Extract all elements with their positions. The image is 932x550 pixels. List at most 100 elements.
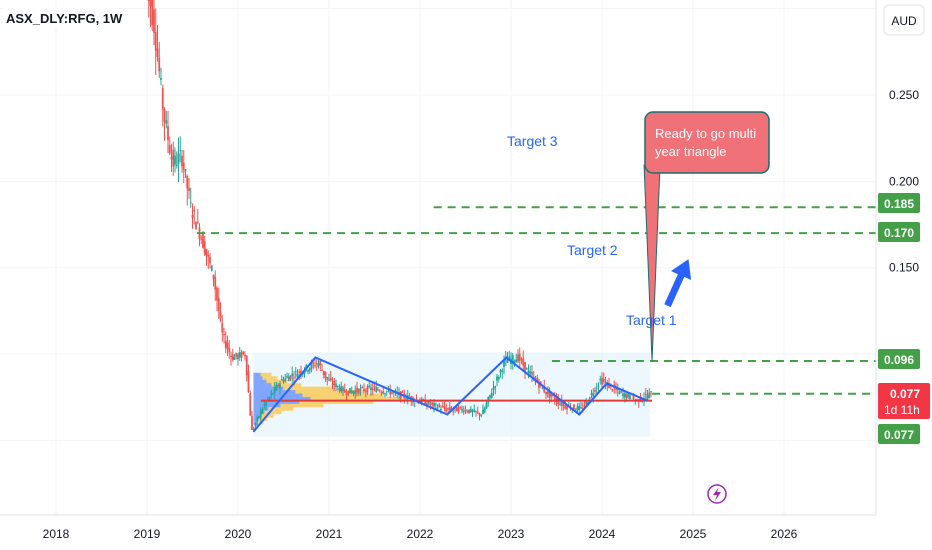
candle-body-up xyxy=(385,391,388,393)
bar-countdown-text: 1d 11h xyxy=(884,403,920,417)
candle-body-up xyxy=(307,370,309,372)
candle-body-down xyxy=(401,392,404,394)
candle-body-up xyxy=(506,360,509,363)
candle-body-down xyxy=(361,386,364,388)
candle-body-down xyxy=(161,87,164,110)
candle-body-down xyxy=(583,405,586,407)
candle-body-up xyxy=(546,391,549,394)
volume-profile-bar-up xyxy=(253,379,267,384)
candle-body-down xyxy=(363,388,365,392)
candle-body-up xyxy=(280,379,283,381)
price-scale[interactable]: 0.250 0.200 0.150 AUD 0.185 0.170 0.096 0.… xyxy=(875,0,930,515)
last-price-tag: 0.077 1d 11h xyxy=(878,383,930,419)
candle-body-up xyxy=(483,407,486,413)
currency-button[interactable]: AUD xyxy=(883,4,925,36)
candle-body-down xyxy=(447,408,449,410)
volume-profile-bar-down xyxy=(268,407,294,411)
candle-body-down xyxy=(167,126,169,141)
candle-body-down xyxy=(331,383,334,385)
price-tag-170-bg xyxy=(878,222,920,242)
lightning-icon xyxy=(713,487,721,501)
candle-body-down xyxy=(153,9,155,33)
callout: Ready to go multi year triangle xyxy=(643,111,770,361)
candle-body-up xyxy=(354,390,357,395)
candle-body-up xyxy=(287,376,290,382)
volume-profile-bar-down xyxy=(283,386,334,391)
candle-body-up xyxy=(368,385,371,387)
candle-body-down xyxy=(242,351,245,354)
candle-body-up xyxy=(499,370,502,373)
candle-body-up xyxy=(616,388,619,391)
event-flash-icon[interactable] xyxy=(707,484,727,504)
target-levels xyxy=(197,206,876,395)
candle-body-down xyxy=(548,390,551,398)
candle-body-down xyxy=(468,409,470,413)
target-1-label: Target 1 xyxy=(626,312,677,328)
candle-body-down xyxy=(172,149,175,167)
candle-body-down xyxy=(168,145,171,154)
candle-body-up xyxy=(273,387,276,394)
y-tick-label: 0.150 xyxy=(889,261,919,275)
price-tag-185: 0.185 xyxy=(878,193,920,213)
candle-body-down xyxy=(431,402,434,404)
candle-body-up xyxy=(618,391,621,394)
candle-body-down xyxy=(249,393,252,416)
candle-body-up xyxy=(184,169,187,172)
volume-profile-bar-down xyxy=(310,396,404,401)
candle-body-up xyxy=(303,371,306,374)
x-tick-label: 2020 xyxy=(225,527,252,541)
volume-profile-bar-up xyxy=(253,410,265,415)
candle-body-down xyxy=(200,238,203,240)
candle-body-up xyxy=(629,395,631,399)
candle-body-down xyxy=(356,387,358,392)
candle-body-up xyxy=(511,355,514,362)
candle-body-down xyxy=(188,188,190,191)
candle-body-down xyxy=(382,391,385,394)
candle-body-down xyxy=(518,353,521,361)
candle-body-up xyxy=(270,393,273,396)
price-tag-185-bg xyxy=(878,193,920,213)
candle-body-down xyxy=(205,248,208,256)
candle-body-down xyxy=(517,354,519,362)
candle-body-up xyxy=(515,359,518,363)
candle-body-up xyxy=(335,383,337,387)
candle-body-down xyxy=(522,358,525,366)
candle-body-down xyxy=(195,222,197,230)
volume-profile-bar-up xyxy=(253,372,261,377)
price-tag-support-text: 0.077 xyxy=(884,428,914,442)
candle-body-down xyxy=(223,334,225,336)
candle-body-up xyxy=(440,409,442,411)
y-tick-label: 0.200 xyxy=(889,174,919,188)
candle-body-down xyxy=(602,378,605,382)
candle-body-down xyxy=(240,352,243,358)
candle-body-down xyxy=(536,377,539,383)
candle-body-up xyxy=(286,376,288,378)
candle-body-up xyxy=(165,120,168,124)
candle-body-up xyxy=(578,406,581,411)
price-tag-170-text: 0.170 xyxy=(884,226,914,240)
callout-line-2: year triangle xyxy=(655,144,727,159)
candle-body-up xyxy=(254,423,257,427)
candle-body-down xyxy=(202,233,204,249)
candle-body-down xyxy=(611,389,614,391)
x-tick-label: 2025 xyxy=(680,527,707,541)
candle-body-down xyxy=(212,274,215,279)
candle-body-down xyxy=(545,391,547,395)
volume-profile-bar-up xyxy=(253,386,284,391)
candle-body-up xyxy=(328,379,330,381)
chart-header: ASX_DLY:RFG, 1W xyxy=(3,8,123,28)
candle-body-down xyxy=(182,162,185,170)
candle-body-up xyxy=(174,155,176,165)
candle-body-down xyxy=(216,287,218,301)
candle-body-up xyxy=(580,407,582,409)
candle-body-down xyxy=(553,397,556,401)
candle-body-down xyxy=(625,394,628,399)
candle-body-down xyxy=(550,391,553,397)
target-2-label: Target 2 xyxy=(567,242,618,258)
candle-body-down xyxy=(221,322,224,333)
candle-body-down xyxy=(338,387,341,391)
time-scale[interactable]: 2018 2019 2020 2021 2022 2023 2024 2025 2026 xyxy=(0,514,876,541)
candle-body-up xyxy=(179,150,182,152)
candle-body-down xyxy=(524,362,526,372)
